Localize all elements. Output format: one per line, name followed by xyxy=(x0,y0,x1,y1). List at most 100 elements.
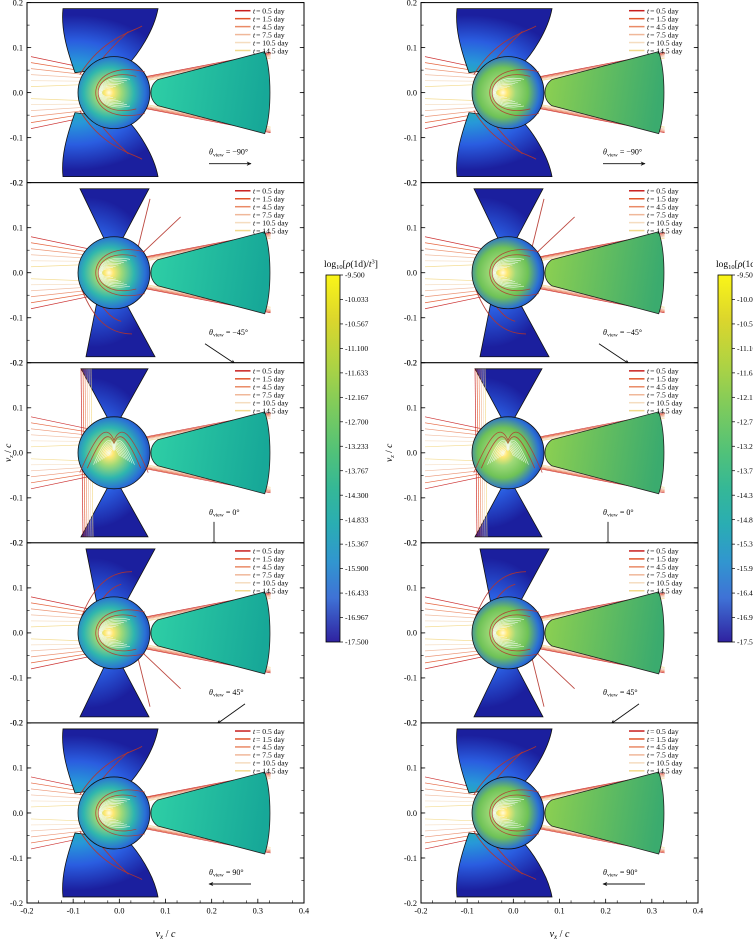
svg-text:0.0: 0.0 xyxy=(13,809,23,818)
svg-text:0.3: 0.3 xyxy=(253,907,263,916)
svg-text:-0.1: -0.1 xyxy=(10,674,23,683)
svg-text:0.2: 0.2 xyxy=(407,359,417,368)
svg-text:-17.500: -17.500 xyxy=(345,638,369,647)
svg-text:-9.500: -9.500 xyxy=(345,271,365,280)
svg-text:0.0: 0.0 xyxy=(407,88,417,97)
svg-text:0.0: 0.0 xyxy=(508,907,518,916)
svg-text:log10[ρ(1d)/t3]: log10[ρ(1d)/t3] xyxy=(716,259,753,272)
svg-text:0.2: 0.2 xyxy=(13,539,23,548)
svg-text:-11.633: -11.633 xyxy=(345,368,368,377)
svg-text:-16.967: -16.967 xyxy=(737,613,753,622)
svg-text:-12.700: -12.700 xyxy=(345,417,369,426)
svg-text:0.1: 0.1 xyxy=(13,584,23,593)
svg-text:-12.167: -12.167 xyxy=(737,393,753,402)
svg-text:vx / c: vx / c xyxy=(156,929,176,941)
svg-text:-15.367: -15.367 xyxy=(345,540,369,549)
svg-text:t= 14.5 day: t= 14.5 day xyxy=(647,406,683,415)
svg-text:-0.1: -0.1 xyxy=(404,314,417,323)
svg-text:vz / c: vz / c xyxy=(4,443,15,462)
svg-text:-13.233: -13.233 xyxy=(737,442,753,451)
svg-text:log10[ρ(1d)/t3]: log10[ρ(1d)/t3] xyxy=(324,259,378,272)
svg-text:-0.2: -0.2 xyxy=(20,907,33,916)
svg-text:0.1: 0.1 xyxy=(407,224,417,233)
svg-text:-11.100: -11.100 xyxy=(737,344,753,353)
svg-text:-11.100: -11.100 xyxy=(345,344,368,353)
svg-text:0.3: 0.3 xyxy=(647,907,657,916)
svg-text:0.1: 0.1 xyxy=(13,224,23,233)
svg-text:0.2: 0.2 xyxy=(407,0,417,7)
svg-text:-0.1: -0.1 xyxy=(10,314,23,323)
svg-text:-12.167: -12.167 xyxy=(345,393,369,402)
svg-text:-14.833: -14.833 xyxy=(737,515,753,524)
svg-text:-15.367: -15.367 xyxy=(737,540,753,549)
svg-text:0.2: 0.2 xyxy=(407,539,417,548)
svg-text:t= 14.5 day: t= 14.5 day xyxy=(253,406,289,415)
svg-text:0.1: 0.1 xyxy=(407,404,417,413)
svg-text:t= 14.5 day: t= 14.5 day xyxy=(647,226,683,235)
svg-text:-16.433: -16.433 xyxy=(345,589,369,598)
svg-text:t= 14.5 day: t= 14.5 day xyxy=(253,226,289,235)
svg-text:-0.1: -0.1 xyxy=(404,494,417,503)
svg-text:-0.1: -0.1 xyxy=(10,133,23,142)
svg-text:-12.700: -12.700 xyxy=(737,417,753,426)
svg-text:-10.033: -10.033 xyxy=(737,295,753,304)
svg-text:0.2: 0.2 xyxy=(13,359,23,368)
svg-text:0.2: 0.2 xyxy=(13,178,23,187)
svg-text:-10.567: -10.567 xyxy=(737,320,753,329)
svg-text:-10.033: -10.033 xyxy=(345,295,369,304)
svg-text:-0.1: -0.1 xyxy=(404,674,417,683)
svg-text:-0.1: -0.1 xyxy=(404,854,417,863)
svg-text:0.2: 0.2 xyxy=(13,719,23,728)
svg-text:0.1: 0.1 xyxy=(554,907,564,916)
svg-text:-17.500: -17.500 xyxy=(737,638,753,647)
svg-text:-0.1: -0.1 xyxy=(10,854,23,863)
svg-text:-0.1: -0.1 xyxy=(461,907,474,916)
svg-text:0.2: 0.2 xyxy=(13,0,23,7)
svg-text:0.2: 0.2 xyxy=(206,907,216,916)
svg-text:-15.900: -15.900 xyxy=(345,564,369,573)
svg-text:-13.233: -13.233 xyxy=(345,442,369,451)
svg-text:-9.500: -9.500 xyxy=(737,271,753,280)
svg-text:0.2: 0.2 xyxy=(407,178,417,187)
svg-text:vz / c: vz / c xyxy=(385,443,396,462)
svg-text:-0.2: -0.2 xyxy=(414,907,427,916)
svg-text:0.2: 0.2 xyxy=(407,719,417,728)
svg-text:0.2: 0.2 xyxy=(600,907,610,916)
svg-text:-0.1: -0.1 xyxy=(67,907,80,916)
svg-text:-11.633: -11.633 xyxy=(737,368,753,377)
svg-text:0.1: 0.1 xyxy=(407,43,417,52)
svg-text:0.1: 0.1 xyxy=(13,764,23,773)
svg-text:0.0: 0.0 xyxy=(407,629,417,638)
svg-text:0.1: 0.1 xyxy=(13,404,23,413)
svg-text:-14.833: -14.833 xyxy=(345,515,369,524)
svg-text:-13.767: -13.767 xyxy=(737,466,753,475)
svg-text:0.0: 0.0 xyxy=(13,88,23,97)
svg-text:-15.900: -15.900 xyxy=(737,564,753,573)
svg-text:t= 14.5 day: t= 14.5 day xyxy=(647,46,683,55)
svg-text:t= 14.5 day: t= 14.5 day xyxy=(647,587,683,596)
svg-text:-10.567: -10.567 xyxy=(345,320,369,329)
svg-text:t= 14.5 day: t= 14.5 day xyxy=(253,587,289,596)
svg-text:-14.300: -14.300 xyxy=(737,491,753,500)
svg-text:0.0: 0.0 xyxy=(407,449,417,458)
svg-text:0.0: 0.0 xyxy=(407,809,417,818)
svg-text:-16.967: -16.967 xyxy=(345,613,369,622)
svg-text:0.0: 0.0 xyxy=(13,269,23,278)
svg-text:-13.767: -13.767 xyxy=(345,466,369,475)
svg-text:-0.1: -0.1 xyxy=(10,494,23,503)
svg-text:t= 14.5 day: t= 14.5 day xyxy=(253,767,289,776)
svg-text:t= 14.5 day: t= 14.5 day xyxy=(253,46,289,55)
svg-text:vx / c: vx / c xyxy=(550,929,570,941)
svg-text:0.0: 0.0 xyxy=(114,907,124,916)
svg-text:0.1: 0.1 xyxy=(160,907,170,916)
svg-text:0.1: 0.1 xyxy=(13,43,23,52)
svg-text:-16.433: -16.433 xyxy=(737,589,753,598)
svg-text:0.1: 0.1 xyxy=(407,584,417,593)
svg-text:-0.1: -0.1 xyxy=(404,133,417,142)
svg-text:0.1: 0.1 xyxy=(407,764,417,773)
svg-text:0.4: 0.4 xyxy=(693,907,704,916)
svg-text:-14.300: -14.300 xyxy=(345,491,369,500)
svg-text:0.0: 0.0 xyxy=(407,269,417,278)
svg-text:0.0: 0.0 xyxy=(13,629,23,638)
svg-text:0.4: 0.4 xyxy=(299,907,310,916)
